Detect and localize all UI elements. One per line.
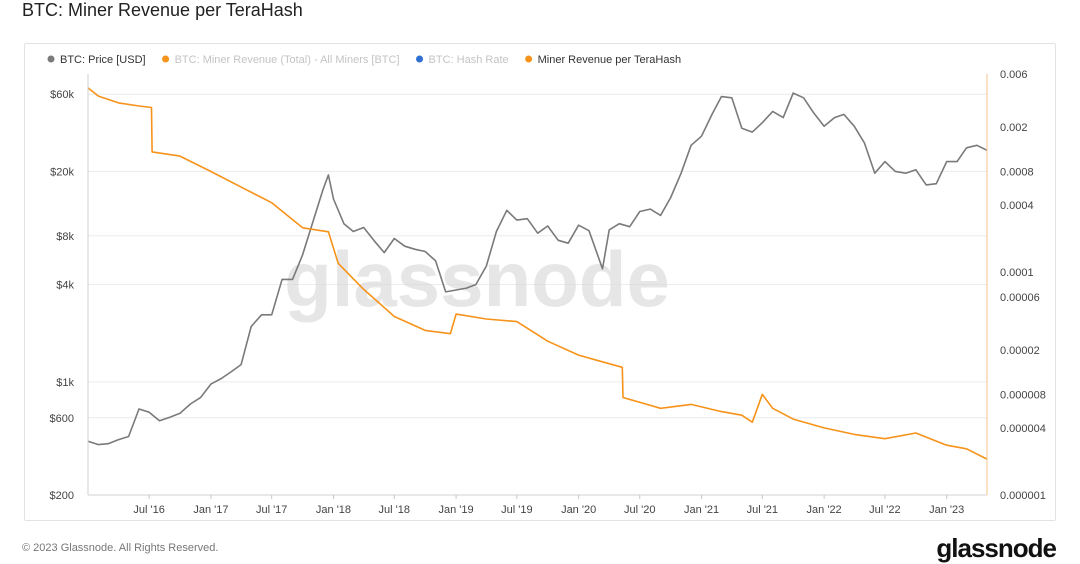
legend-item-label: BTC: Miner Revenue (Total) - All Miners … [175, 54, 400, 66]
revenue-per-terahash-line [87, 87, 988, 460]
x-tick-label: Jan '23 [929, 504, 964, 516]
copyright-text: © 2023 Glassnode. All Rights Reserved. [22, 542, 219, 554]
y-right-tick-label: 0.006 [1000, 69, 1028, 81]
legend-item-label: BTC: Price [USD] [60, 54, 146, 66]
y-right-tick-label: 0.0004 [1000, 200, 1034, 212]
y-right-tick-label: 0.002 [1000, 122, 1028, 134]
y-left-tick-label: $60k [50, 89, 74, 101]
price-line [87, 92, 988, 446]
x-tick-label: Jan '20 [561, 504, 596, 516]
y-left-tick-label: $1k [56, 377, 74, 389]
x-tick-label: Jul '21 [747, 504, 778, 516]
legend-dot [525, 55, 533, 63]
y-right-tick-label: 0.0001 [1000, 267, 1034, 279]
x-tick-label: Jul '18 [379, 504, 410, 516]
x-tick-label: Jul '20 [624, 504, 655, 516]
chart-svg: glassnode $60k $20k $8k $4k $1k $600 $200 0.00… [47, 54, 1046, 516]
legend-dot [162, 55, 170, 63]
page-title: BTC: Miner Revenue per TeraHash [22, 0, 303, 20]
y-left-ticks: $60k $20k $8k $4k $1k $600 $200 [50, 89, 75, 502]
x-tick-label: Jan '21 [684, 504, 719, 516]
y-left-tick-label: $20k [50, 166, 74, 178]
legend-dot [416, 55, 424, 63]
y-right-tick-label: 0.000004 [1000, 423, 1046, 435]
x-ticks: Jul '16 Jan '17 Jul '17 Jan '18 Jul '18 Jan '… [133, 495, 964, 516]
x-tick-label: Jan '22 [807, 504, 842, 516]
x-tick-label: Jul '17 [256, 504, 287, 516]
y-right-tick-label: 0.000008 [1000, 389, 1046, 401]
legend-item-label: Miner Revenue per TeraHash [538, 54, 681, 66]
x-tick-label: Jan '19 [438, 504, 473, 516]
x-tick-label: Jul '19 [501, 504, 532, 516]
y-left-tick-label: $8k [56, 231, 74, 243]
x-tick-label: Jul '16 [133, 504, 164, 516]
y-right-tick-label: 0.00002 [1000, 345, 1040, 357]
x-tick-label: Jan '18 [316, 504, 351, 516]
y-right-tick-label: 0.000001 [1000, 490, 1046, 502]
y-left-tick-label: $4k [56, 280, 74, 292]
y-right-ticks: 0.006 0.002 0.0008 0.0004 0.0001 0.00006 0.000… [1000, 69, 1046, 502]
x-tick-label: Jan '17 [193, 504, 228, 516]
y-left-tick-label: $600 [50, 413, 74, 425]
legend: BTC: Price [USD] BTC: Miner Revenue (Tota… [47, 54, 681, 66]
legend-item-label: BTC: Hash Rate [429, 54, 509, 66]
series-layer [87, 87, 988, 460]
y-right-tick-label: 0.0008 [1000, 167, 1034, 179]
brand-logo: glassnode [936, 533, 1057, 563]
chart-panel: glassnode $60k $20k $8k $4k $1k $600 $200 0.00… [24, 43, 1056, 521]
x-tick-label: Jul '22 [869, 504, 900, 516]
watermark-logo: glassnode [284, 235, 670, 323]
y-right-tick-label: 0.00006 [1000, 292, 1040, 304]
y-left-tick-label: $200 [50, 490, 74, 502]
legend-dot [47, 55, 55, 63]
